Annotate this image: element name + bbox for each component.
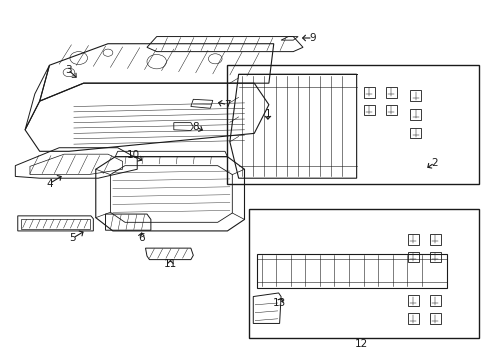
Bar xyxy=(249,209,478,338)
Text: 12: 12 xyxy=(354,339,367,349)
Bar xyxy=(363,105,374,116)
Bar xyxy=(227,65,478,184)
Bar xyxy=(385,87,396,98)
Text: 4: 4 xyxy=(46,179,53,189)
Bar xyxy=(407,314,418,324)
Text: 2: 2 xyxy=(430,158,437,168)
Bar xyxy=(363,87,374,98)
Bar xyxy=(429,234,440,244)
Bar xyxy=(407,234,418,244)
Text: 5: 5 xyxy=(69,233,76,243)
Bar xyxy=(429,252,440,262)
Bar xyxy=(409,90,420,101)
Bar xyxy=(429,314,440,324)
Bar xyxy=(429,296,440,306)
Text: 1: 1 xyxy=(264,109,271,119)
Bar xyxy=(409,109,420,120)
Text: 6: 6 xyxy=(138,233,144,243)
Text: 7: 7 xyxy=(224,100,230,110)
Text: 3: 3 xyxy=(64,64,71,75)
Text: 8: 8 xyxy=(192,122,199,132)
Bar xyxy=(407,252,418,262)
Text: 9: 9 xyxy=(309,33,315,43)
Bar xyxy=(385,105,396,116)
Text: 11: 11 xyxy=(163,259,177,269)
Text: 10: 10 xyxy=(126,150,140,160)
Bar xyxy=(407,296,418,306)
Bar xyxy=(409,128,420,138)
Text: 13: 13 xyxy=(272,298,285,308)
